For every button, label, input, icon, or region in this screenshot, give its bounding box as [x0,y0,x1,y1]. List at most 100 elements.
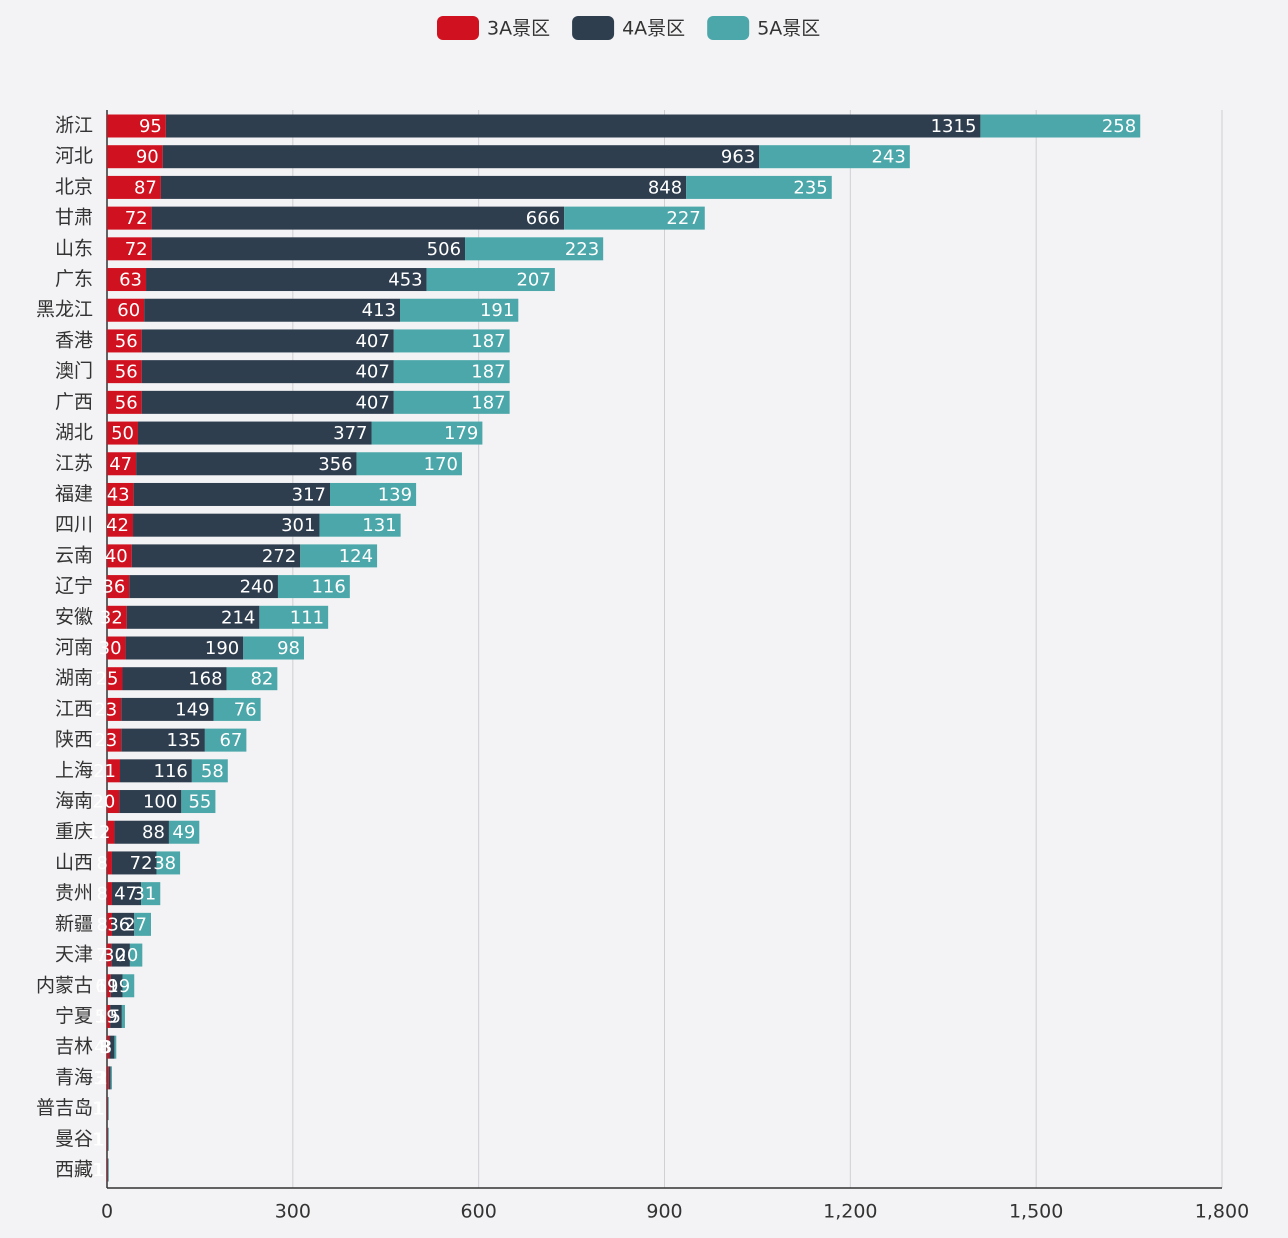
legend-label: 4A景区 [622,18,685,40]
bar-segment [107,237,152,261]
value-label: 139 [378,484,412,505]
value-label: 111 [290,607,324,628]
bar-segment [111,882,142,906]
value-label: 20 [92,792,115,813]
y-tick-label: 广东 [55,268,93,290]
bar-segment [107,544,132,568]
x-tick-label: 1,200 [823,1201,877,1223]
bar-segment [121,697,214,721]
y-tick-label: 贵州 [55,882,93,904]
value-label: 506 [427,239,461,260]
y-tick-label: 江西 [55,698,93,720]
y-tick-label: 辽宁 [55,575,93,597]
y-tick-label: 宁夏 [55,1005,93,1027]
value-label: 50 [111,423,134,444]
value-label: 58 [201,761,224,782]
bar-segment [259,605,329,629]
bar-segment [980,114,1141,138]
bar-segment [107,145,163,169]
bar-segment [399,298,519,322]
bar-segment [330,482,417,506]
value-label: 1 [93,1099,104,1120]
y-tick-label: 天津 [55,944,93,966]
bar-segment [107,1158,109,1182]
value-label: 32 [100,607,123,628]
bar-segment [133,482,330,506]
y-tick-label: 湖北 [55,422,93,444]
bar-segment [465,237,604,261]
bar-segment [393,360,510,384]
bar-segment [686,175,832,199]
y-tick-label: 内蒙古 [36,974,93,996]
value-label: 413 [362,300,396,321]
value-label: 43 [107,484,130,505]
value-label: 5 [110,1006,121,1027]
bar-segment [109,1035,115,1059]
value-label: 87 [134,177,157,198]
y-tick-label: 甘肃 [55,207,93,229]
y-tick-label: 广西 [55,391,93,413]
bar-segment [107,1097,108,1121]
value-label: 2 [97,1068,108,1089]
value-label: 3 [101,1037,112,1058]
bar-segment [181,790,216,814]
bar-segment [131,544,301,568]
bar-segment [564,206,705,230]
y-tick-label: 四川 [55,514,93,536]
bar-segment [108,1066,111,1090]
value-label: 47 [114,884,137,905]
bar-segment [107,482,134,506]
y-tick-label: 澳门 [55,360,93,382]
value-label: 49 [172,822,195,843]
bar-segment [156,851,181,875]
value-label: 42 [106,515,129,536]
bar-segment [120,759,192,783]
bar-segment [107,1066,109,1090]
bar-segment [213,697,261,721]
bar-segment [141,360,394,384]
value-label: 272 [262,546,296,567]
bar-segment [141,390,394,414]
x-tick-label: 1,800 [1195,1201,1249,1223]
bar-segment [111,851,157,875]
value-label: 40 [105,546,128,567]
bar-segment [129,575,278,599]
value-label: 67 [219,730,242,751]
value-label: 453 [388,270,422,291]
bar-segment [122,667,227,691]
bar-segment [107,1127,109,1151]
value-label: 179 [444,423,478,444]
value-label: 27 [124,914,147,935]
y-tick-label: 上海 [55,759,93,781]
x-tick-label: 600 [461,1201,497,1223]
bar-segment [107,1097,109,1121]
value-label: 407 [355,392,389,413]
y-tick-label: 山西 [55,851,93,873]
value-label: 3 [95,1068,106,1089]
bar-segment [107,513,134,537]
value-label: 36 [102,577,125,598]
legend-swatch [437,16,479,40]
bar-segment [107,974,111,998]
value-label: 47 [109,454,132,475]
legend-swatch [572,16,615,40]
value-label: 76 [234,699,257,720]
value-label: 963 [721,147,755,168]
bar-segment [107,206,152,230]
bar-segment [107,390,142,414]
bar-segment [107,360,142,384]
value-label: 131 [362,515,396,536]
y-tick-label: 河北 [55,145,93,167]
bar-segment [107,882,112,906]
value-label: 56 [115,362,138,383]
value-label: 187 [471,362,505,383]
value-label: 356 [318,454,352,475]
y-tick-label: 曼谷 [55,1128,93,1150]
value-label: 56 [115,331,138,352]
value-label: 243 [871,147,905,168]
value-label: 5 [95,1006,106,1027]
bar-segment [110,1066,112,1090]
bar-segment [107,759,121,783]
value-label: 317 [292,484,326,505]
